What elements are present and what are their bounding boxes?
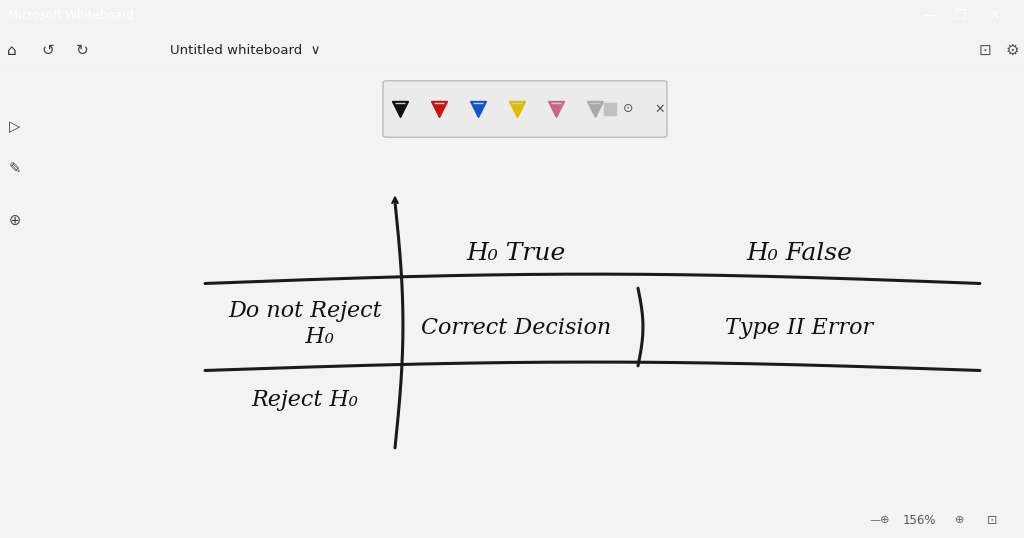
Text: ⊕: ⊕ bbox=[954, 515, 964, 525]
Text: Untitled whiteboard  ∨: Untitled whiteboard ∨ bbox=[170, 44, 321, 57]
FancyBboxPatch shape bbox=[383, 81, 667, 137]
Text: ⊡: ⊡ bbox=[987, 514, 997, 527]
Text: ✕: ✕ bbox=[990, 9, 1000, 22]
Text: ✎: ✎ bbox=[8, 161, 20, 176]
Text: Microsoft Whiteboard: Microsoft Whiteboard bbox=[8, 9, 134, 22]
Text: Type II Error: Type II Error bbox=[725, 317, 873, 339]
Text: ⊕: ⊕ bbox=[8, 213, 20, 228]
Text: ✕: ✕ bbox=[654, 103, 666, 116]
Text: ⊙: ⊙ bbox=[623, 103, 634, 116]
Text: —⊕: —⊕ bbox=[869, 515, 890, 525]
Text: Do not Reject
    H₀: Do not Reject H₀ bbox=[228, 300, 382, 348]
Text: ▷: ▷ bbox=[9, 119, 19, 134]
Text: Reject H₀: Reject H₀ bbox=[252, 390, 358, 412]
Text: 156%: 156% bbox=[903, 514, 936, 527]
Text: H₀ False: H₀ False bbox=[746, 242, 852, 265]
Text: ↺: ↺ bbox=[42, 43, 54, 58]
Text: ⌂: ⌂ bbox=[7, 43, 16, 58]
Text: Correct Decision: Correct Decision bbox=[421, 317, 611, 339]
Text: ⊡: ⊡ bbox=[979, 43, 991, 58]
Text: ❒: ❒ bbox=[954, 9, 966, 22]
Text: H₀ True: H₀ True bbox=[467, 242, 566, 265]
Text: ⚙: ⚙ bbox=[1006, 43, 1019, 58]
Text: ↻: ↻ bbox=[76, 43, 88, 58]
Text: —: — bbox=[924, 9, 936, 22]
